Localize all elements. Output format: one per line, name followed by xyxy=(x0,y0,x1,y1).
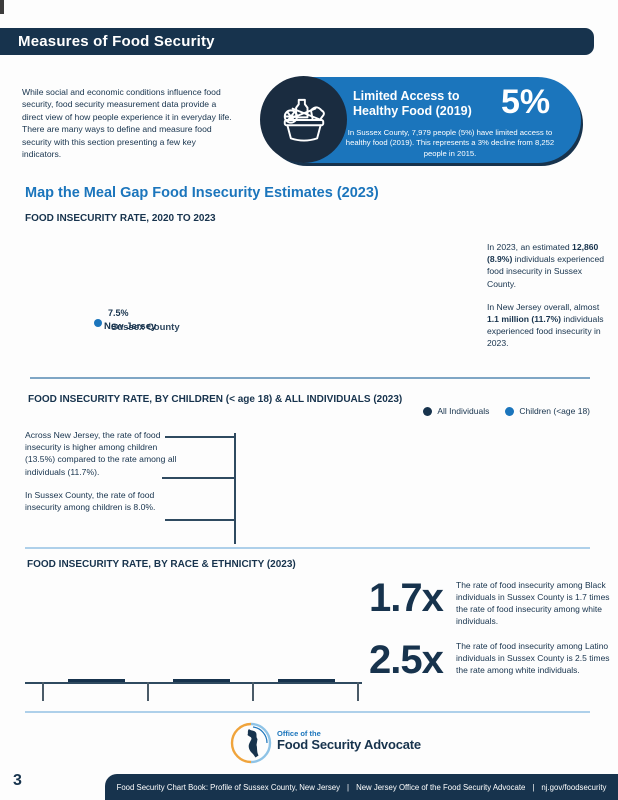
data-point-marker xyxy=(94,319,102,327)
series-label-sussex-county: Sussex County xyxy=(111,322,180,333)
section-divider xyxy=(25,547,590,549)
callout-icon-circle xyxy=(260,76,347,163)
section3-chart-title: FOOD INSECURITY RATE, BY RACE & ETHNICIT… xyxy=(27,559,296,570)
footer-book-title: Food Security Chart Book: Profile of Sus… xyxy=(116,782,341,792)
footer-url-link[interactable]: nj.gov/foodsecurity xyxy=(541,782,607,792)
x-axis-tick xyxy=(357,682,359,701)
note2-bold: 1.1 million (11.7%) xyxy=(487,314,562,325)
legend-item-all-individuals: All Individuals xyxy=(423,406,489,416)
scan-edge-mark xyxy=(0,0,4,14)
footer-band: Food Security Chart Book: Profile of Sus… xyxy=(105,774,618,800)
bar-chart-gridline xyxy=(165,436,234,438)
limited-access-callout: Limited Access to Healthy Food (2019) 5%… xyxy=(260,76,581,163)
note1-post: individuals experienced food insecurity … xyxy=(487,254,605,289)
legend-label: All Individuals xyxy=(437,406,490,416)
page-title: Measures of Food Security xyxy=(18,33,215,50)
page-header-band: Measures of Food Security xyxy=(0,28,594,55)
section1-heading: Map the Meal Gap Food Insecurity Estimat… xyxy=(25,185,379,201)
bar-baseline xyxy=(173,679,230,682)
ratio-stat-latino: 2.5x xyxy=(369,638,444,682)
logo-line1: Office of the xyxy=(277,729,321,738)
footer-separator: | xyxy=(532,782,535,792)
nj-state-emblem-icon xyxy=(230,722,272,764)
intro-paragraph: While social and economic conditions inf… xyxy=(22,87,232,160)
note-paragraph-1: In 2023, an estimated 12,860 (8.9%) indi… xyxy=(487,241,610,290)
section1-notes-column: In 2023, an estimated 12,860 (8.9%) indi… xyxy=(487,241,610,361)
office-logo: Office of the Food Security Advocate xyxy=(229,721,421,765)
note1-bold: 12,860 (8.9%) xyxy=(487,242,599,265)
footer-office-name: New Jersey Office of the Food Security A… xyxy=(356,782,526,792)
callout-body-text: In Sussex County, 7,979 people (5%) have… xyxy=(345,128,555,158)
x-axis-tick xyxy=(42,682,44,701)
note1-pre: In 2023, an estimated xyxy=(487,242,573,252)
data-point-label: 7.5% xyxy=(108,308,129,318)
bar-baseline xyxy=(278,679,335,682)
ratio-stat-black-text: The rate of food insecurity among Black … xyxy=(456,580,610,626)
callout-title-line2: Healthy Food (2019) xyxy=(353,103,472,118)
section2-notes-column: Across New Jersey, the rate of food inse… xyxy=(25,429,177,524)
logo-line2: Food Security Advocate xyxy=(277,737,421,753)
x-axis-tick xyxy=(147,682,149,701)
food-basket-icon xyxy=(283,98,325,142)
ratio-stat-black: 1.7x xyxy=(369,576,444,620)
section1-chart-title: FOOD INSECURITY RATE, 2020 TO 2023 xyxy=(25,213,216,224)
legend-label: Children (<age 18) xyxy=(519,406,590,416)
ratio-stat-latino-text: The rate of food insecurity among Latino… xyxy=(456,641,610,675)
note2-pre: In New Jersey overall, almost xyxy=(487,301,600,312)
legend-dot-blue-icon xyxy=(505,406,515,416)
legend-dot-navy-icon xyxy=(423,406,433,416)
bar-chart-x-axis xyxy=(25,682,362,684)
page-number: 3 xyxy=(13,772,22,789)
logo-text: Office of the Food Security Advocate xyxy=(277,721,421,753)
callout-title-line1: Limited Access to xyxy=(353,89,460,103)
bar-chart-gridline xyxy=(162,477,234,479)
legend-item-children: Children (<age 18) xyxy=(505,406,590,416)
section-divider xyxy=(30,377,590,379)
section2-chart-title: FOOD INSECURITY RATE, BY CHILDREN (< age… xyxy=(28,394,403,405)
note-paragraph: Across New Jersey, the rate of food inse… xyxy=(25,430,177,477)
note2-post: individuals experienced food insecurity … xyxy=(487,314,604,349)
bar-baseline xyxy=(68,679,125,682)
callout-title: Limited Access to Healthy Food (2019) xyxy=(353,89,483,119)
bar-chart-axis-line xyxy=(234,433,236,544)
series-label-new-jersey: New Jersey xyxy=(104,321,157,332)
x-axis-tick xyxy=(252,682,254,701)
chart-legend: All Individuals Children (<age 18) xyxy=(423,406,590,416)
callout-stat-value: 5% xyxy=(501,83,551,121)
footer-separator: | xyxy=(347,782,350,792)
line-chart-area: 7.5% New Jersey Sussex County xyxy=(25,232,477,375)
note-paragraph: In Sussex County, the rate of food insec… xyxy=(25,489,156,513)
note-paragraph-2: In New Jersey overall, almost 1.1 millio… xyxy=(487,301,610,350)
bar-chart-gridline xyxy=(165,519,235,521)
section-divider xyxy=(25,711,590,713)
